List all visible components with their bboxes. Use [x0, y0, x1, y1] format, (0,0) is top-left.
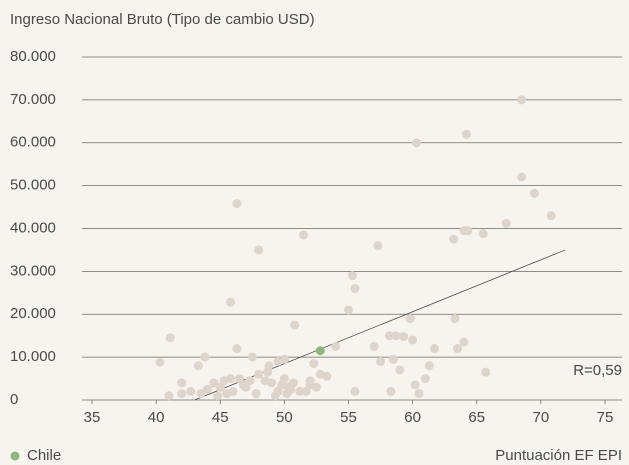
point: [399, 332, 409, 342]
point: [517, 172, 527, 182]
annotation: R=0,59: [573, 362, 622, 379]
x-tick-label: 65: [468, 409, 485, 426]
x-tick-label: 60: [404, 409, 421, 426]
point: [449, 234, 459, 244]
point: [408, 335, 418, 345]
y-tick-label: 70.000: [10, 91, 56, 108]
point: [290, 320, 300, 330]
point: [288, 378, 298, 388]
point: [350, 386, 360, 396]
point: [410, 380, 420, 390]
x-tick-label: 50: [276, 409, 293, 426]
point: [251, 389, 261, 399]
point: [501, 218, 511, 228]
point: [463, 226, 473, 236]
point: [424, 361, 434, 371]
x-axis-label: Puntuación EF EPI: [495, 447, 622, 464]
point: [295, 386, 305, 396]
point: [478, 229, 488, 239]
y-tick-label: 50.000: [10, 177, 56, 194]
y-tick-label: 40.000: [10, 219, 56, 236]
point: [369, 341, 379, 351]
y-tick-label: 10.000: [10, 348, 56, 365]
point: [200, 352, 210, 362]
point: [247, 352, 257, 362]
point: [232, 344, 242, 354]
point: [322, 371, 332, 381]
point: [395, 365, 405, 375]
x-tick-label: 45: [212, 409, 229, 426]
point: [414, 389, 424, 399]
legend-label: Chile: [27, 447, 61, 464]
y-tick-label: 20.000: [10, 305, 56, 322]
y-tick-label: 0: [10, 391, 18, 408]
point: [429, 344, 439, 354]
point: [299, 230, 309, 240]
point: [376, 356, 386, 366]
point: [213, 391, 223, 401]
point: [411, 138, 421, 148]
point: [165, 333, 175, 343]
point: [391, 331, 401, 341]
point: [546, 211, 556, 221]
point: [450, 314, 460, 324]
x-tick-label: 40: [148, 409, 165, 426]
x-tick-label: 55: [340, 409, 357, 426]
point: [193, 361, 203, 371]
chart-title: Ingreso Nacional Bruto (Tipo de cambio U…: [10, 11, 315, 28]
point: [177, 378, 187, 388]
point: [344, 305, 353, 315]
x-tick-label: 35: [84, 409, 101, 426]
point: [420, 374, 430, 384]
point: [196, 389, 206, 399]
legend-marker: [10, 451, 20, 461]
point: [264, 361, 274, 371]
y-tick-label: 80.000: [10, 48, 56, 65]
point: [311, 382, 321, 392]
point: [529, 188, 539, 198]
point: [350, 284, 360, 294]
point: [347, 271, 357, 281]
point: [386, 386, 396, 396]
point: [331, 341, 341, 351]
x-tick-label: 70: [533, 409, 550, 426]
point: [254, 245, 264, 255]
point: [315, 346, 325, 356]
point: [186, 386, 196, 396]
point: [279, 374, 289, 384]
point: [385, 331, 395, 341]
y-tick-label: 60.000: [10, 134, 56, 151]
point: [461, 129, 471, 139]
point: [232, 199, 242, 209]
point: [373, 241, 383, 251]
point: [279, 354, 289, 364]
point: [453, 344, 463, 354]
point: [209, 378, 219, 388]
x-tick-label: 75: [597, 409, 614, 426]
y-tick-label: 30.000: [10, 262, 56, 279]
point: [177, 389, 187, 399]
point: [481, 367, 491, 377]
point: [245, 376, 255, 386]
point: [309, 359, 319, 369]
point: [405, 314, 415, 324]
point: [226, 374, 236, 384]
point: [226, 297, 236, 307]
point: [202, 384, 212, 394]
point: [254, 369, 264, 379]
point: [155, 357, 165, 367]
point: [459, 337, 469, 347]
point: [164, 391, 174, 401]
point: [267, 378, 277, 388]
point: [388, 354, 398, 364]
point: [517, 95, 527, 105]
point: [228, 386, 238, 396]
